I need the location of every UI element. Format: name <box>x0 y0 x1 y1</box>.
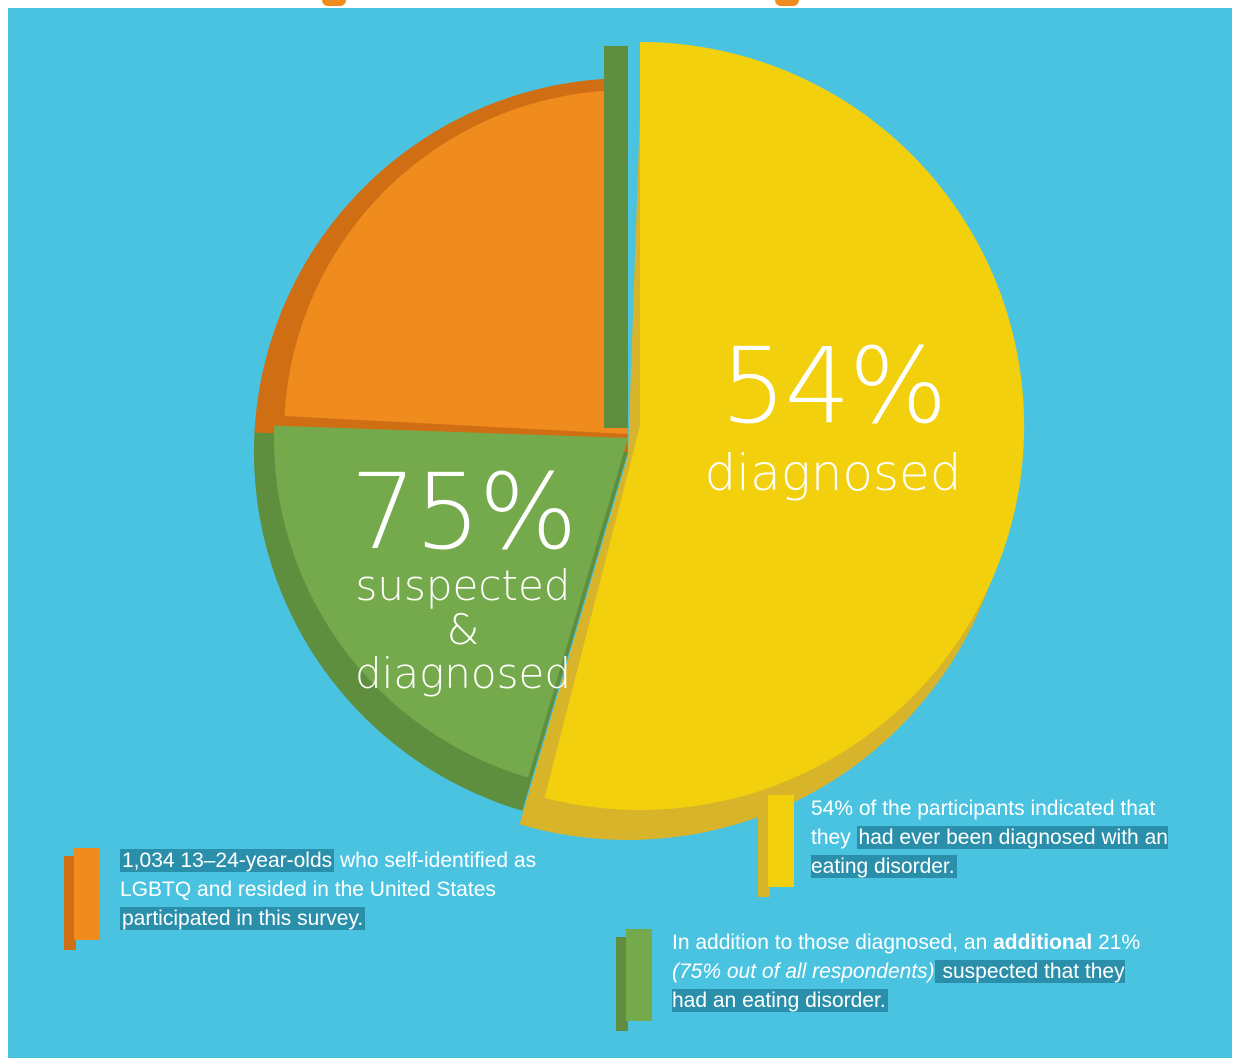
note-yellow-text: 54% of the participants indicated that t… <box>811 797 1156 849</box>
note-orange: 1,034 13–24-year-olds who self-identifie… <box>120 846 560 933</box>
note-green-text-2: 21% <box>1092 931 1141 954</box>
green-marker-icon <box>616 929 654 1031</box>
note-green-text-1: In addition to those diagnosed, an <box>672 931 994 954</box>
title-strip <box>0 0 1235 8</box>
note-green-bold: additional <box>993 931 1093 954</box>
label-diagnosed-line: diagnosed <box>355 649 571 698</box>
slice-edge-divider <box>604 46 628 428</box>
orange-marker-icon <box>64 848 102 950</box>
slice-suspected <box>273 425 628 778</box>
note-green: In addition to those diagnosed, an addit… <box>672 928 1142 1015</box>
pie-chart <box>253 41 1025 840</box>
label-diagnosed: diagnosed <box>704 444 962 502</box>
note-yellow: 54% of the participants indicated that t… <box>811 794 1176 881</box>
label-54-percent: 54% <box>720 325 947 447</box>
label-suspected-line: suspected & <box>355 561 571 654</box>
label-75-percent: 75% <box>350 451 577 573</box>
slice-diagnosed <box>544 41 1025 810</box>
note-yellow-highlight: had ever been diagnosed with an eating d… <box>811 826 1168 878</box>
note-green-italic: (75% out of all respondents) <box>672 960 935 983</box>
yellow-marker-icon <box>758 795 796 897</box>
label-suspected-diagnosed: suspected & diagnosed <box>333 564 593 696</box>
note-orange-text: who self-identified as LGBTQ and resided… <box>120 849 537 901</box>
slice-other <box>284 90 628 434</box>
note-orange-highlight-1: 1,034 13–24-year-olds <box>120 849 335 872</box>
note-orange-highlight-2: participated in this survey. <box>120 907 366 930</box>
infographic-canvas: 54% diagnosed 75% suspected & diagnosed … <box>8 8 1232 1058</box>
